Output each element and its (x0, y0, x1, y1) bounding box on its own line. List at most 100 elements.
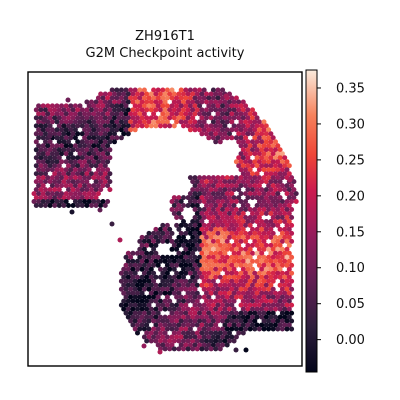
spot (266, 207, 272, 212)
spot (199, 322, 205, 328)
spot (220, 215, 226, 220)
spot (282, 290, 288, 296)
spot (263, 298, 269, 304)
spot (270, 318, 276, 324)
spot (93, 123, 99, 129)
spot (72, 103, 78, 109)
spot (206, 103, 212, 109)
spot (54, 151, 60, 157)
spot (121, 131, 127, 137)
spot (240, 131, 246, 137)
spot (190, 274, 196, 280)
spot (222, 282, 228, 288)
spot (139, 115, 145, 121)
spot (206, 95, 212, 101)
spot (164, 254, 170, 260)
spot (63, 119, 69, 125)
spot (118, 270, 124, 276)
spot (185, 322, 191, 328)
spot (213, 179, 219, 185)
spot (144, 266, 150, 272)
spot (117, 237, 123, 243)
spot (201, 262, 207, 268)
spot (100, 183, 106, 189)
spot (208, 219, 214, 224)
spot (171, 330, 177, 336)
spot (102, 171, 108, 177)
spot (192, 215, 198, 220)
spot (66, 179, 71, 185)
spot (206, 111, 212, 117)
spot (128, 119, 134, 125)
spot (79, 179, 85, 185)
spot (279, 278, 285, 284)
spot (289, 270, 295, 276)
spot (164, 270, 170, 276)
spot (238, 278, 244, 284)
spot (220, 318, 226, 324)
spot (45, 119, 51, 125)
spot (247, 278, 253, 284)
spot (220, 262, 226, 268)
spot (43, 107, 48, 113)
spot (107, 171, 113, 177)
spot (263, 306, 269, 312)
spot (206, 318, 212, 324)
spot (160, 230, 166, 236)
spot (270, 207, 276, 212)
spot (231, 179, 237, 185)
spot (185, 330, 191, 336)
spot (130, 322, 136, 328)
spot (210, 183, 216, 189)
spot (176, 226, 182, 232)
spot (197, 175, 203, 181)
spot (222, 274, 228, 280)
spot (123, 302, 129, 308)
spot (277, 163, 283, 169)
spot (181, 298, 186, 304)
spot (187, 199, 193, 204)
spot (231, 282, 237, 288)
spot (125, 250, 131, 256)
spot (178, 199, 184, 204)
spot (38, 107, 44, 113)
chart-title-line-2: G2M Checkpoint activity (86, 46, 245, 61)
spot (256, 230, 262, 236)
spot (72, 143, 78, 149)
spot (40, 199, 46, 204)
spot (47, 123, 53, 129)
spot (263, 219, 269, 224)
spot (240, 258, 246, 264)
spot (240, 155, 246, 161)
spot (270, 151, 276, 157)
spot (187, 222, 193, 228)
spot (151, 254, 157, 260)
spot (139, 290, 145, 296)
spot (70, 179, 76, 185)
spot (247, 326, 253, 332)
spot (181, 266, 186, 272)
spot (121, 115, 127, 121)
spot (247, 246, 253, 252)
spot (187, 111, 193, 117)
spot (135, 91, 140, 97)
spot (75, 131, 81, 137)
spot (229, 294, 235, 300)
spot (220, 199, 226, 204)
spot (252, 207, 258, 212)
spot (86, 167, 92, 173)
spot (151, 286, 157, 292)
spot (261, 254, 267, 260)
spot (208, 226, 214, 232)
spot (261, 199, 267, 204)
spot (261, 270, 267, 276)
spot (89, 139, 94, 145)
spot (256, 199, 262, 204)
spot (33, 147, 39, 153)
spot (277, 250, 283, 256)
spot (220, 278, 226, 284)
spot (70, 187, 76, 193)
spot (199, 115, 205, 121)
spot (171, 306, 177, 312)
spot (158, 258, 163, 264)
